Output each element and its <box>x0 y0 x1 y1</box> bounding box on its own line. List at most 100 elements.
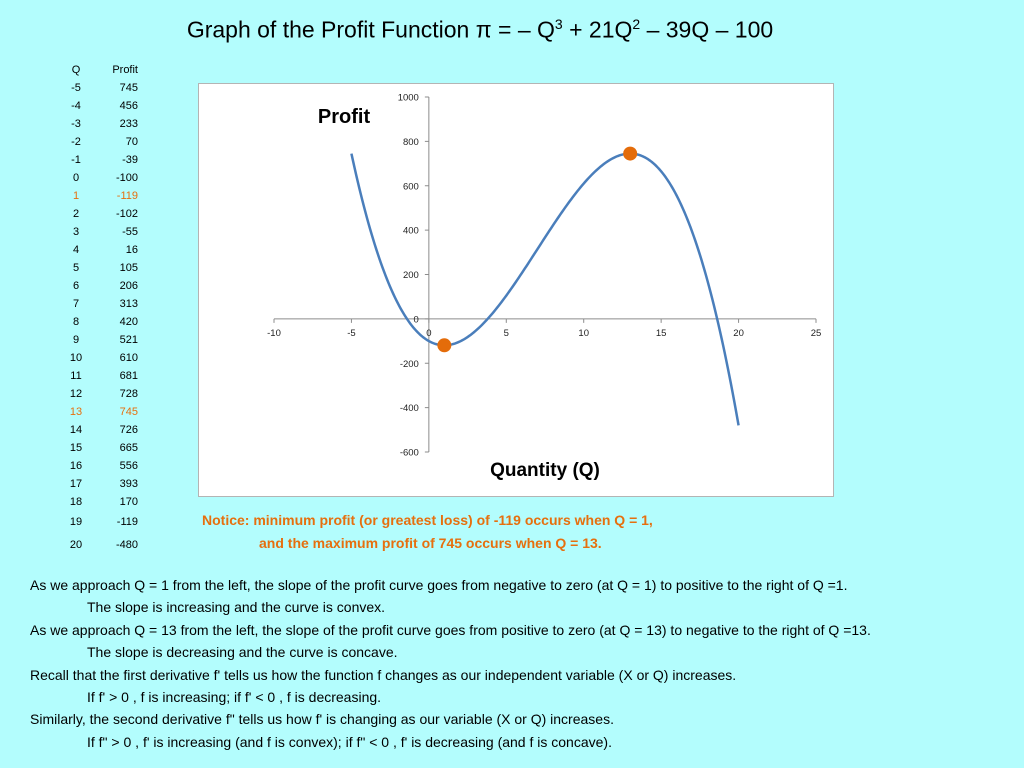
cell-profit: -39 <box>122 154 138 166</box>
cell-q: -4 <box>71 100 81 112</box>
maximum-marker <box>623 146 638 161</box>
cell-profit: 521 <box>119 334 138 346</box>
notice-line-1: Notice: minimum profit (or greatest loss… <box>202 512 653 528</box>
table-row: 6 206 <box>58 277 138 295</box>
cell-q: 1 <box>72 190 80 202</box>
y-tick-label: -200 <box>400 359 419 370</box>
cell-profit: 206 <box>119 280 138 292</box>
table-row: 7 313 <box>58 295 138 313</box>
cell-q: 18 <box>69 496 83 508</box>
cell-profit: 556 <box>119 460 138 472</box>
y-tick-label: 200 <box>403 270 419 281</box>
x-tick-label: 10 <box>578 328 589 339</box>
chart-title: Profit <box>318 106 371 128</box>
y-tick-label: 400 <box>403 226 419 237</box>
cell-profit: 726 <box>119 424 138 436</box>
table-row: -3 233 <box>58 115 138 133</box>
table-row: 11 681 <box>58 367 138 385</box>
slide-title: Graph of the Profit Function π = – Q3 + … <box>0 16 960 44</box>
table-row: -2 70 <box>58 133 138 151</box>
title-text: Graph of the Profit Function π = – Q <box>186 16 555 43</box>
cell-profit: 393 <box>119 478 138 490</box>
cell-profit: -119 <box>116 190 138 202</box>
table-row: -1 -39 <box>58 151 138 169</box>
table-row: 18 170 <box>58 493 138 511</box>
x-tick-label: 20 <box>733 328 744 339</box>
x-tick-label: 5 <box>504 328 509 339</box>
cell-profit: 728 <box>119 388 138 400</box>
cell-q: -2 <box>71 136 81 148</box>
explanation-line: As we approach Q = 13 from the left, the… <box>30 621 871 638</box>
cell-profit: 610 <box>119 352 138 364</box>
title-text-mid: + 21Q <box>562 16 633 43</box>
cell-q: 8 <box>72 316 80 328</box>
cell-q: 10 <box>69 352 83 364</box>
cell-q: 3 <box>72 226 80 238</box>
cell-q: -5 <box>71 82 81 94</box>
x-tick-label: 0 <box>426 328 431 339</box>
cell-profit: 420 <box>119 316 138 328</box>
title-text-tail: – 39Q – 100 <box>640 16 774 43</box>
cell-q: 9 <box>72 334 80 346</box>
table-row: 4 16 <box>58 241 138 259</box>
explanation-line: The slope is decreasing and the curve is… <box>87 644 398 661</box>
minimum-marker <box>437 338 452 353</box>
table-row: 17 393 <box>58 475 138 493</box>
cell-q: -3 <box>71 118 81 130</box>
cell-q: 12 <box>69 388 83 400</box>
table-row: 16 556 <box>58 457 138 475</box>
cell-profit: 313 <box>119 298 138 310</box>
cell-profit: 745 <box>119 82 138 94</box>
table-row: 0 -100 <box>58 169 138 187</box>
cell-q: 2 <box>72 208 80 220</box>
cell-profit: -102 <box>115 208 138 220</box>
table-row: 12 728 <box>58 385 138 403</box>
profit-chart: 1000 800 600 400 200 0 -200 -400 -600 -10 -5 0 5 10 15… <box>267 93 822 482</box>
explanation-line: Similarly, the second derivative f" tell… <box>30 711 614 728</box>
y-tick-label: 800 <box>403 137 419 148</box>
table-row: 13 745 <box>58 403 138 421</box>
cell-q: 5 <box>72 262 80 274</box>
cell-q: 19 <box>69 516 83 528</box>
table-row: -5 745 <box>58 79 138 97</box>
x-tick-label: -5 <box>347 328 355 339</box>
cell-profit: 745 <box>119 406 138 418</box>
title-exponent-3: 3 <box>554 16 563 32</box>
cell-q: 6 <box>72 280 80 292</box>
cell-q: 11 <box>70 370 82 382</box>
x-tick-label: 25 <box>811 328 822 339</box>
table-row: 10 610 <box>58 349 138 367</box>
table-row: 20 -480 <box>58 534 138 557</box>
cell-profit: 233 <box>119 118 138 130</box>
explanation-text: As we approach Q = 1 from the left, the … <box>30 574 1010 753</box>
table-row: 14 726 <box>58 421 138 439</box>
table-row: 8 420 <box>58 313 138 331</box>
x-tick-label: -10 <box>267 328 281 339</box>
cell-q: 13 <box>69 406 83 418</box>
notice-line-2: and the maximum profit of 745 occurs whe… <box>259 535 602 551</box>
explanation-line: The slope is increasing and the curve is… <box>87 599 386 616</box>
explanation-line: Recall that the first derivative f' tell… <box>30 666 737 683</box>
cell-profit: 681 <box>119 370 138 382</box>
cell-q: 20 <box>69 538 83 551</box>
table-row: 2 -102 <box>58 205 138 223</box>
chart-frame: 1000 800 600 400 200 0 -200 -400 -600 -10 -5 0 5 10 15… <box>198 83 834 497</box>
cell-profit: -100 <box>115 172 138 184</box>
table-row: 1 -119 <box>58 187 138 205</box>
y-tick-label: 600 <box>403 181 419 192</box>
explanation-line: As we approach Q = 1 from the left, the … <box>30 577 848 593</box>
y-tick-label: 0 <box>414 314 419 325</box>
profit-curve <box>350 152 740 426</box>
table-header: Q Profit <box>58 61 138 79</box>
table-row: -4 456 <box>58 97 138 115</box>
title-exponent-2: 2 <box>632 16 641 32</box>
cell-profit: -480 <box>115 538 138 551</box>
cell-q: 7 <box>72 298 80 310</box>
cell-profit: 665 <box>119 442 138 454</box>
cell-q: 17 <box>69 478 83 490</box>
profit-table: Q Profit -5 745 -4 456 -3 233 -2 70 -1 -39 0 -100 1 -… <box>58 61 138 556</box>
cell-q: 0 <box>72 172 80 184</box>
explanation-line: If f" > 0 , f' is increasing (and f is c… <box>87 733 612 750</box>
header-q: Q <box>71 64 81 76</box>
table-row: 9 521 <box>58 331 138 349</box>
